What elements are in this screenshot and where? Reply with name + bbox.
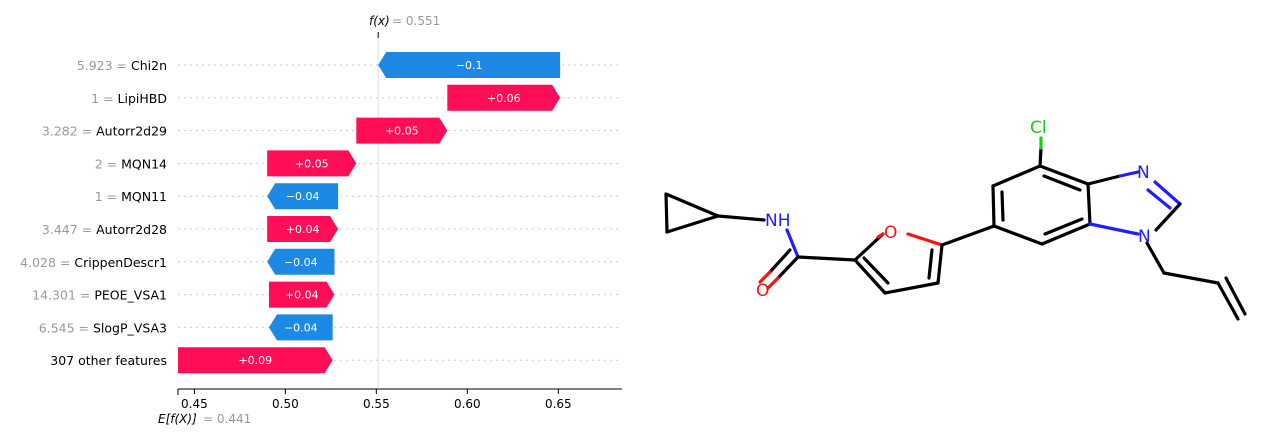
positive-contribution-bar xyxy=(447,84,561,111)
positive-contribution-bar xyxy=(178,347,333,374)
bar-value-label: +0.06 xyxy=(487,92,521,105)
atom-labels: Cl N N O NH O xyxy=(756,118,1151,301)
feature-value: 6.545 = xyxy=(39,320,93,335)
feature-value: 4.028 = xyxy=(20,255,74,270)
row-gridlines xyxy=(178,64,622,361)
feature-value: 3.447 = xyxy=(42,222,96,237)
feature-label: 14.301 = PEOE_VSA1 xyxy=(32,288,167,303)
negative-contribution-bar xyxy=(267,183,339,210)
nitrogen-atom-top: N xyxy=(1137,163,1150,183)
feature-label: 1 = MQN11 xyxy=(95,189,167,204)
feature-label: 5.923 = Chi2n xyxy=(77,58,167,73)
x-tick-label: 0.65 xyxy=(545,397,572,411)
bar-value-label: −0.04 xyxy=(286,190,320,203)
feature-name: MQN14 xyxy=(121,156,167,171)
feature-name: MQN11 xyxy=(121,189,167,204)
positive-contribution-bar xyxy=(356,117,448,144)
bar-value-label: +0.04 xyxy=(286,223,320,236)
feature-value: 1 = xyxy=(91,91,117,106)
feature-value: 3.282 = xyxy=(42,124,96,139)
fx-value: = 0.551 xyxy=(392,14,440,28)
bar-value-label: +0.05 xyxy=(385,125,419,138)
furan-oxygen-atom: O xyxy=(884,223,897,243)
bar-value-label: −0.04 xyxy=(284,256,318,269)
bar-value-label: −0.1 xyxy=(456,59,483,72)
x-tick-label: 0.50 xyxy=(272,397,299,411)
feature-label: 3.282 = Autorr2d29 xyxy=(42,124,167,139)
feature-label: 3.447 = Autorr2d28 xyxy=(42,222,167,237)
nitrogen-atom-bottom: N xyxy=(1138,227,1151,247)
feature-name: PEOE_VSA1 xyxy=(94,288,167,303)
feature-name: Autorr2d28 xyxy=(96,222,167,237)
base-annotation: E[f(X)] = 0.441 xyxy=(158,412,251,426)
chlorine-atom: Cl xyxy=(1030,118,1047,138)
feature-name: CrippenDescr1 xyxy=(74,255,167,270)
amide-nh-group: NH xyxy=(765,211,791,231)
x-tick-label: 0.45 xyxy=(181,397,208,411)
bar-value-label: +0.09 xyxy=(238,354,272,367)
bar-value-label: +0.04 xyxy=(285,289,319,302)
feature-label: 6.545 = SlogP_VSA3 xyxy=(39,320,167,335)
feature-name: Chi2n xyxy=(131,58,167,73)
negative-contribution-bar xyxy=(378,52,561,78)
base-value-label: E[f(X)] xyxy=(158,412,197,426)
bar-value-label: −0.04 xyxy=(284,321,318,334)
shap-waterfall-chart: −0.1 +0.06 +0.05 +0.05 −0.04 +0.04 −0.04 +0.04 −… xyxy=(20,14,622,426)
negative-contribution-bar xyxy=(268,314,333,341)
feature-name: Autorr2d29 xyxy=(96,124,167,139)
bar-value-label: +0.05 xyxy=(295,157,329,170)
feature-label: 307 other features xyxy=(50,353,167,368)
feature-label: 1 = LipiHBD xyxy=(91,91,167,106)
feature-label: 4.028 = CrippenDescr1 xyxy=(20,255,167,270)
negative-contribution-bar xyxy=(267,248,335,275)
feature-labels: 5.923 = Chi2n 1 = LipiHBD 3.282 = Autorr2d… xyxy=(20,58,167,368)
x-tick-label: 0.55 xyxy=(363,397,390,411)
feature-name: SlogP_VSA3 xyxy=(93,320,167,335)
x-axis-ticks: 0.45 0.50 0.55 0.60 0.65 xyxy=(181,389,572,411)
x-tick-label: 0.60 xyxy=(454,397,481,411)
feature-value: 2 = xyxy=(95,156,121,171)
positive-contribution-bar xyxy=(268,281,335,308)
positive-contribution-bar xyxy=(267,150,357,177)
molecule-structure: Cl N N O NH O xyxy=(664,118,1247,321)
bonds xyxy=(664,136,1247,321)
feature-name: 307 other features xyxy=(50,353,167,368)
feature-value: 1 = xyxy=(95,189,121,204)
fx-label: f(x) xyxy=(369,14,390,28)
feature-name: LipiHBD xyxy=(118,91,167,106)
feature-value: 5.923 = xyxy=(77,58,131,73)
feature-value: 14.301 = xyxy=(32,288,94,303)
positive-contribution-bar xyxy=(267,216,339,242)
base-value: = 0.441 xyxy=(203,412,251,426)
contribution-bars: −0.1 +0.06 +0.05 +0.05 −0.04 +0.04 −0.04 +0.04 −… xyxy=(178,52,561,374)
fx-annotation: f(x) = 0.551 xyxy=(369,14,440,28)
carbonyl-oxygen-atom: O xyxy=(756,281,769,301)
feature-label: 2 = MQN14 xyxy=(95,156,167,171)
